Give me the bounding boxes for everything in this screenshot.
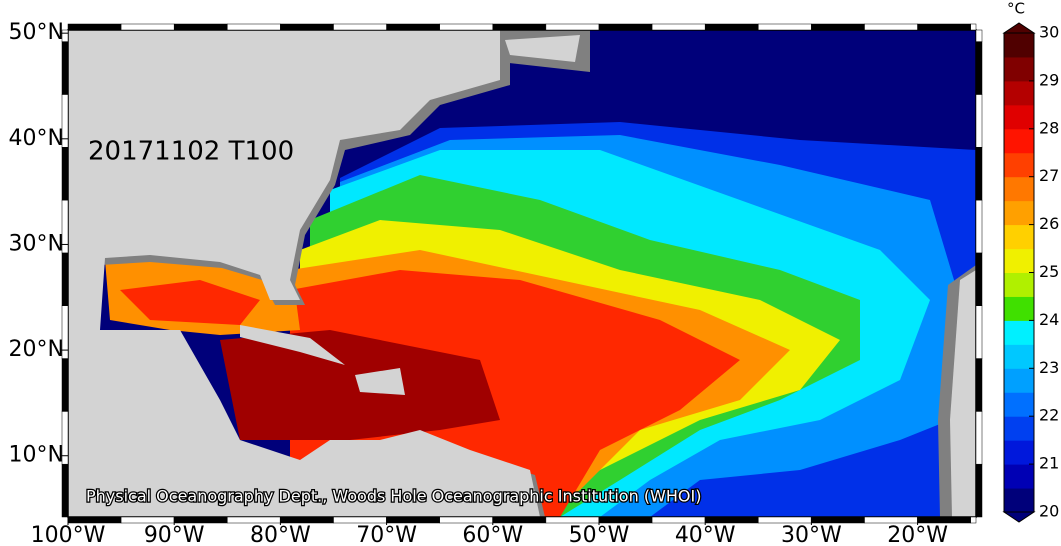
- colorbar-extend: [1002, 22, 1036, 34]
- colorbar-bin: [1004, 464, 1034, 489]
- frame-check: [975, 463, 983, 518]
- frame-check: [975, 94, 983, 148]
- colorbar-unit: °C: [1007, 0, 1025, 18]
- land: [68, 30, 540, 517]
- map-title: 20171102 T100: [88, 137, 294, 167]
- frame-check: [439, 23, 494, 31]
- frame-check: [61, 358, 69, 412]
- colorbar-bin: [1004, 272, 1034, 297]
- colorbar-tick-label: 28: [1039, 118, 1059, 137]
- colorbar-bin: [1004, 200, 1034, 226]
- frame-check: [61, 252, 69, 306]
- colorbar-bin: [1004, 33, 1034, 58]
- colorbar-bin: [1004, 488, 1034, 513]
- x-tick-label: 50°W: [569, 523, 630, 546]
- frame-check: [970, 516, 977, 524]
- sst-band: [120, 280, 260, 325]
- colorbar-bin: [1004, 56, 1034, 82]
- colorbar-bin: [1004, 248, 1034, 273]
- frame-check: [975, 199, 983, 254]
- frame-check: [975, 41, 983, 95]
- y-tick-label: 40°N: [9, 126, 64, 151]
- frame-check: [61, 463, 69, 518]
- land: [505, 35, 580, 62]
- x-tick-label: 20°W: [887, 523, 948, 546]
- colorbar-tick-label: 24: [1039, 310, 1059, 329]
- colorbar-bin: [1004, 224, 1034, 250]
- colorbar-bin: [1004, 344, 1034, 369]
- colorbar-tick-label: 21: [1039, 454, 1059, 473]
- frame-check: [975, 29, 983, 42]
- y-tick-label: 10°N: [9, 443, 64, 468]
- colorbar-bin: [1004, 80, 1034, 106]
- x-tick-label: 80°W: [250, 523, 311, 546]
- colorbar-bin: [1004, 416, 1034, 441]
- frame-check: [492, 23, 547, 31]
- colorbar-tick-label: 26: [1039, 214, 1059, 233]
- frame-check: [917, 23, 971, 31]
- frame-check: [333, 23, 387, 31]
- y-tick-label: 30°N: [9, 231, 64, 256]
- frame-check: [864, 23, 918, 31]
- colorbar-tick-label: 23: [1039, 358, 1059, 377]
- land: [950, 270, 976, 517]
- x-tick-label: 90°W: [144, 523, 205, 546]
- frame-check: [970, 23, 977, 31]
- frame-check: [598, 23, 653, 31]
- frame-check: [545, 23, 600, 31]
- colorbar-bin: [1004, 176, 1034, 202]
- colorbar-extend: [1002, 511, 1036, 523]
- x-tick-label: 100°W: [31, 523, 106, 546]
- frame-check: [61, 41, 69, 95]
- frame-checks: [61, 23, 983, 524]
- credit: Physical Oceanography Dept., Woods Hole …: [86, 487, 701, 506]
- frame-check: [386, 23, 440, 31]
- frame-check: [975, 358, 983, 412]
- frame-check: [651, 23, 706, 31]
- frame-check: [758, 23, 812, 31]
- frame-check: [67, 23, 122, 31]
- frame-check: [975, 305, 983, 359]
- colorbar-tick-label: 30: [1039, 23, 1059, 42]
- frame-check: [975, 147, 983, 201]
- frame-check: [975, 252, 983, 306]
- colorbar-bin: [1004, 128, 1034, 154]
- colorbar-tick-label: 20: [1039, 502, 1059, 521]
- colorbar-bin: [1004, 368, 1034, 393]
- frame-check: [975, 411, 983, 465]
- frame-check: [704, 23, 759, 31]
- colorbar-tick-label: 22: [1039, 406, 1059, 425]
- land: [240, 325, 345, 365]
- colorbar-tick-label: 29: [1039, 70, 1059, 89]
- frame-check: [173, 23, 228, 31]
- colorbar-bin: [1004, 320, 1034, 345]
- frame-check: [280, 23, 334, 31]
- colorbar-tick-label: 27: [1039, 166, 1059, 185]
- x-tick-label: 60°W: [462, 523, 523, 546]
- colorbar-bin: [1004, 440, 1034, 465]
- frame-check: [61, 29, 69, 42]
- x-tick-label: 40°W: [675, 523, 736, 546]
- colorbar-bin: [1004, 296, 1034, 321]
- colorbar-bin: [1004, 392, 1034, 417]
- colorbar-bin: [1004, 104, 1034, 130]
- colorbar-tick-label: 25: [1039, 262, 1059, 281]
- map-area: [68, 30, 976, 517]
- y-tick-label: 50°N: [9, 20, 64, 45]
- frame-check: [120, 23, 175, 31]
- colorbar-bin: [1004, 152, 1034, 178]
- frame-check: [61, 147, 69, 201]
- y-tick-label: 20°N: [9, 337, 64, 362]
- frame-check: [811, 23, 865, 31]
- frame-check: [227, 23, 281, 31]
- x-tick-label: 30°W: [781, 523, 842, 546]
- x-tick-label: 70°W: [356, 523, 417, 546]
- land: [355, 368, 405, 395]
